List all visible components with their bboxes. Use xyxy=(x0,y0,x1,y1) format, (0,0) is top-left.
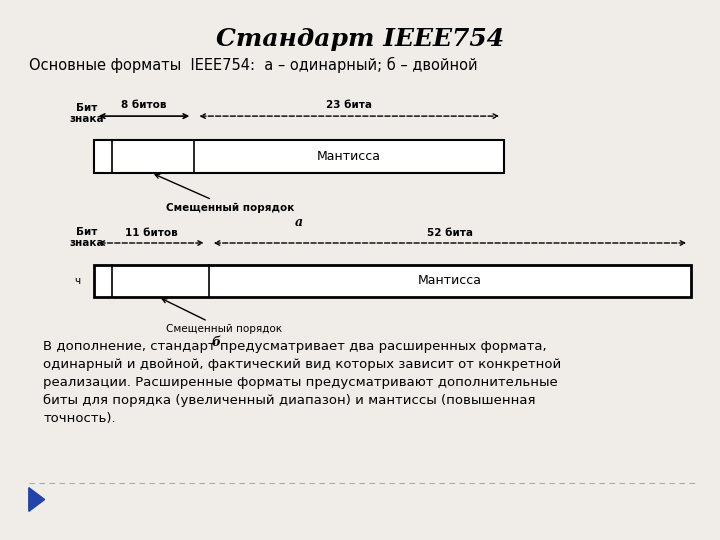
Text: Мантисса: Мантисса xyxy=(318,150,381,163)
Text: 52 бита: 52 бита xyxy=(427,227,473,238)
Text: Основные форматы  IEEE754:  а – одинарный; б – двойной: Основные форматы IEEE754: а – одинарный;… xyxy=(29,57,477,73)
Bar xyxy=(94,265,691,297)
Text: 8 битов: 8 битов xyxy=(121,99,167,110)
Text: б: б xyxy=(212,336,220,349)
Text: Стандарт IEEE754: Стандарт IEEE754 xyxy=(216,27,504,51)
Text: Смещенный порядок: Смещенный порядок xyxy=(162,299,282,334)
Text: 23 бита: 23 бита xyxy=(326,99,372,110)
Text: Смещенный порядок: Смещенный порядок xyxy=(156,174,294,213)
Text: В дополнение, стандарт предусматривает два расширенных формата,
одинарный и двой: В дополнение, стандарт предусматривает д… xyxy=(43,340,562,426)
Polygon shape xyxy=(29,488,45,511)
Text: а: а xyxy=(294,216,303,229)
Text: Бит
знака: Бит знака xyxy=(69,103,104,124)
Text: Бит
знака: Бит знака xyxy=(69,227,104,248)
Text: 11 битов: 11 битов xyxy=(125,227,178,238)
Text: ч: ч xyxy=(75,276,81,286)
Text: Мантисса: Мантисса xyxy=(418,274,482,287)
Bar xyxy=(94,140,504,173)
